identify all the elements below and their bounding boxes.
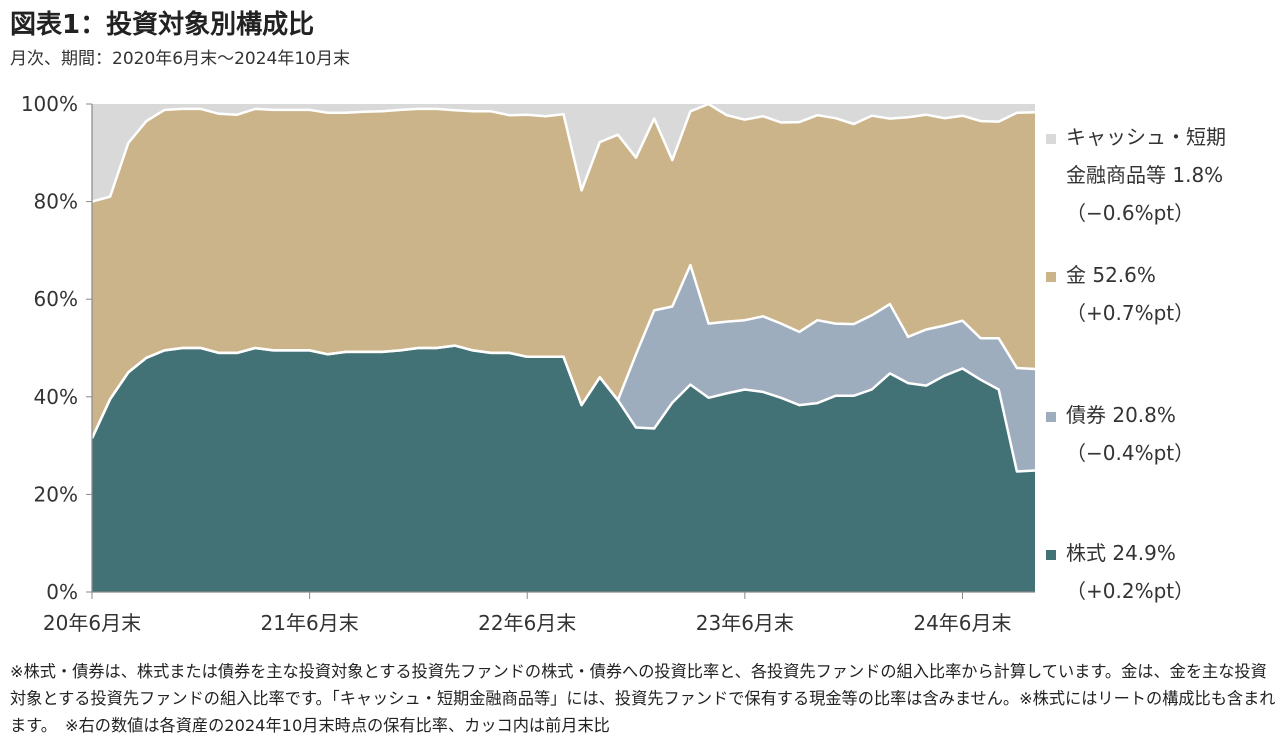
legend-cash-marker-icon [1046,133,1056,144]
legend-bonds-label: 債券 20.8% [1066,403,1176,427]
y-tick-label: 40% [34,385,78,409]
area-bonds [92,265,1035,472]
y-tick-label: 80% [34,190,78,214]
stacked-area-chart: 0% 20% 40% 60% 80% 100% 20年6月末 21年6月末 22年6月末 23年6… [21,92,1036,635]
y-tick-label: 20% [34,482,78,506]
x-tick-label: 23年6月末 [696,611,794,635]
x-tick-label: 22年6月末 [478,611,576,635]
legend-gold-change: （+0.7%pt） [1066,301,1195,325]
legend-gold-marker-icon [1046,271,1056,282]
series-boundary-gold [91,102,1036,203]
page-title: 図表1：投資対象別構成比 [10,10,315,40]
y-tick-label: 100% [21,92,78,116]
area-stocks [92,345,1035,592]
legend-bonds-change: （−0.4%pt） [1066,441,1195,465]
x-tick-label: 24年6月末 [913,611,1011,635]
legend-item-cash: キャッシュ・短期 金融商品等 1.8% （−0.6%pt） [1046,118,1226,232]
y-tick-label: 60% [34,287,78,311]
legend-cash-label: キャッシュ・短期 [1066,125,1226,149]
y-tick-label: 0% [46,580,78,604]
legend-bonds-marker-icon [1046,411,1056,422]
x-tick-label: 21年6月末 [261,611,359,635]
series-boundary-bonds [90,263,1036,439]
legend-stocks-change: （+0.2%pt） [1066,579,1195,603]
legend-gold-label: 金 52.6% [1066,263,1156,287]
footnote: ※株式・債券は、株式または債券を主な投資対象とする投資先ファンドの株式・債券への… [10,662,1276,735]
legend-stocks-label: 株式 24.9% [1066,541,1176,565]
legend-item-stocks: 株式 24.9% （+0.2%pt） [1046,534,1194,610]
x-tick-label: 20年6月末 [43,611,141,635]
legend-stocks-marker-icon [1046,549,1056,560]
legend-cash-value: 金融商品等 1.8% [1066,163,1224,187]
area-cash [92,104,1035,202]
area-gold [92,104,1035,439]
chart-subtitle: 月次、期間：2020年6月末～2024年10月末 [10,49,350,69]
legend-item-bonds: 債券 20.8% （−0.4%pt） [1046,396,1194,472]
legend-item-gold: 金 52.6% （+0.7%pt） [1046,256,1194,332]
legend-cash-change: （−0.6%pt） [1066,201,1195,225]
